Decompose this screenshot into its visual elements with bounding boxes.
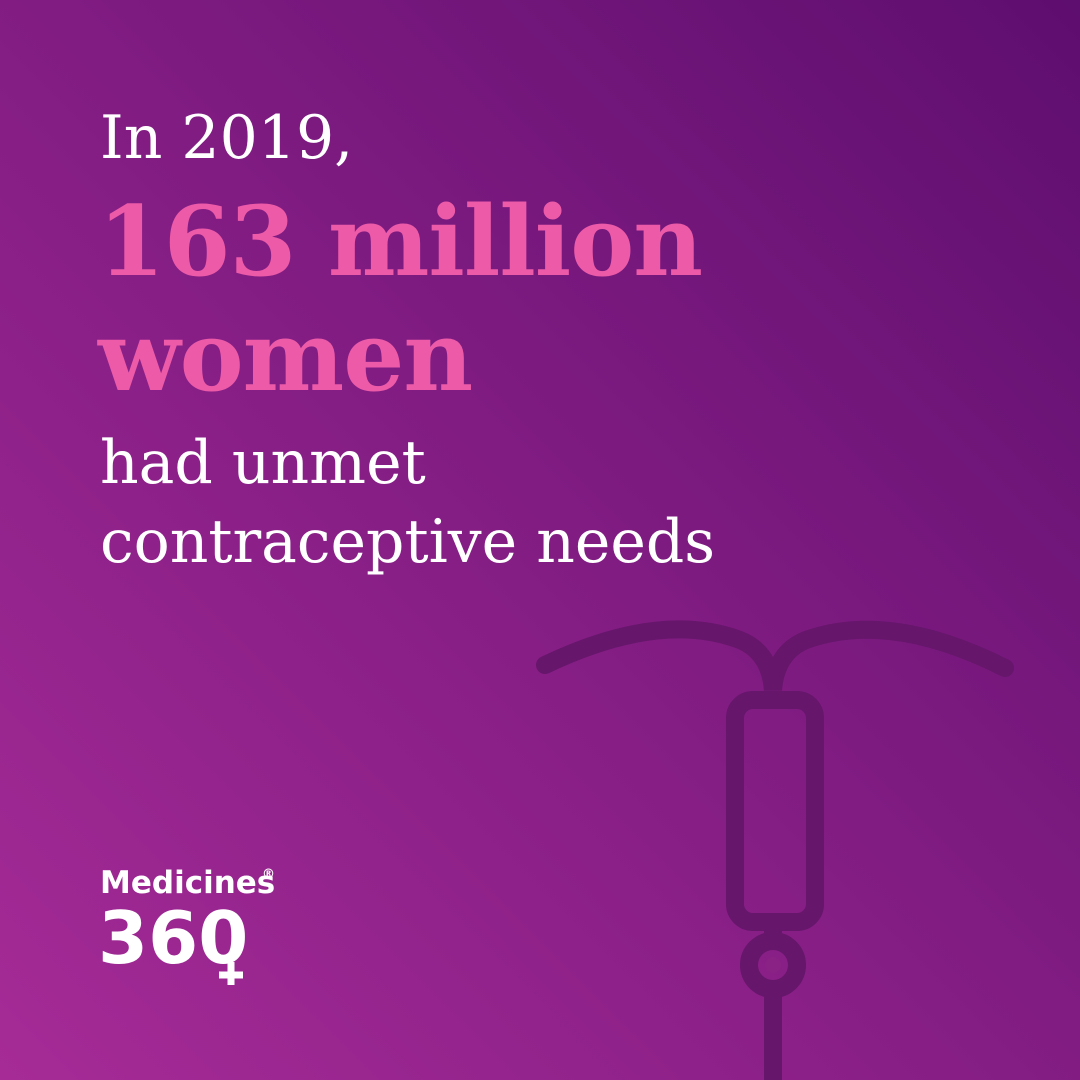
highlight-text: women (97, 300, 472, 413)
logo-mark: ® (262, 867, 275, 882)
highlight-text: 163 million (98, 185, 702, 298)
logo: Medicines ® 360 (98, 865, 275, 985)
intro-text: In 2019, (100, 103, 353, 173)
logo-number: 360 (98, 896, 248, 980)
body-text: contraceptive needs (100, 507, 715, 577)
headline: In 2019, 163 million women had unmet con… (97, 103, 715, 577)
iud-icon (536, 620, 1014, 1080)
iud-loop-center (765, 957, 781, 973)
iud-arms (536, 620, 1014, 692)
logo-name: Medicines (100, 865, 275, 901)
body-text: had unmet (100, 428, 426, 498)
